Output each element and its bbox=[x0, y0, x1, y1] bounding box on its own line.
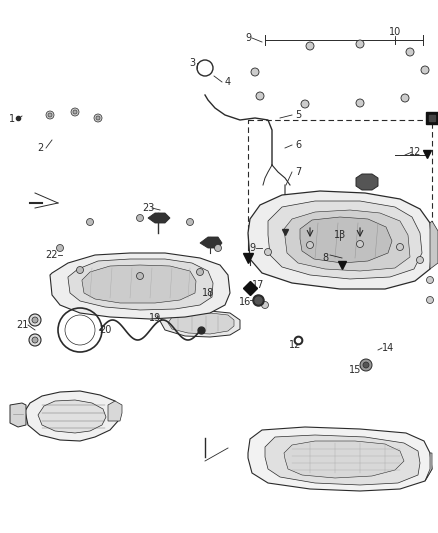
Circle shape bbox=[32, 337, 38, 343]
Text: 2: 2 bbox=[37, 143, 43, 153]
Circle shape bbox=[363, 362, 369, 368]
Circle shape bbox=[197, 269, 204, 276]
Text: 14: 14 bbox=[382, 343, 394, 353]
Text: 15: 15 bbox=[349, 365, 361, 375]
Circle shape bbox=[77, 266, 84, 273]
Circle shape bbox=[406, 48, 414, 56]
Circle shape bbox=[265, 248, 272, 255]
Circle shape bbox=[48, 113, 52, 117]
Polygon shape bbox=[356, 174, 378, 190]
Text: 11: 11 bbox=[429, 113, 438, 123]
Text: 17: 17 bbox=[252, 280, 264, 290]
Polygon shape bbox=[248, 427, 432, 491]
Circle shape bbox=[360, 359, 372, 371]
Polygon shape bbox=[268, 201, 422, 279]
Polygon shape bbox=[50, 253, 230, 319]
Circle shape bbox=[251, 68, 259, 76]
Text: 3: 3 bbox=[189, 58, 195, 68]
Circle shape bbox=[421, 66, 429, 74]
Circle shape bbox=[57, 245, 64, 252]
Circle shape bbox=[301, 100, 309, 108]
Text: 23: 23 bbox=[142, 203, 154, 213]
Circle shape bbox=[187, 219, 194, 225]
Text: 20: 20 bbox=[99, 325, 111, 335]
Text: 1: 1 bbox=[9, 114, 15, 124]
Circle shape bbox=[417, 256, 424, 263]
Text: 21: 21 bbox=[16, 320, 28, 330]
Polygon shape bbox=[108, 401, 122, 421]
Text: 9: 9 bbox=[249, 243, 255, 253]
Text: 12: 12 bbox=[289, 340, 301, 350]
Polygon shape bbox=[265, 435, 420, 485]
Circle shape bbox=[96, 116, 100, 120]
Text: 6: 6 bbox=[295, 140, 301, 150]
Polygon shape bbox=[148, 213, 170, 223]
Polygon shape bbox=[300, 217, 392, 263]
Circle shape bbox=[73, 110, 77, 114]
Polygon shape bbox=[38, 400, 106, 433]
Text: 19: 19 bbox=[149, 313, 161, 323]
Circle shape bbox=[32, 317, 38, 323]
Text: 5: 5 bbox=[295, 110, 301, 120]
Circle shape bbox=[86, 219, 93, 225]
Circle shape bbox=[71, 108, 79, 116]
Circle shape bbox=[29, 334, 41, 346]
Text: 10: 10 bbox=[389, 27, 401, 37]
Polygon shape bbox=[248, 191, 432, 289]
Circle shape bbox=[356, 40, 364, 48]
Polygon shape bbox=[82, 265, 196, 303]
Circle shape bbox=[307, 241, 314, 248]
Polygon shape bbox=[200, 237, 222, 248]
Text: 7: 7 bbox=[295, 167, 301, 177]
Text: 12: 12 bbox=[409, 147, 421, 157]
Polygon shape bbox=[425, 453, 432, 481]
Text: 18: 18 bbox=[202, 288, 214, 298]
Circle shape bbox=[256, 92, 264, 100]
Polygon shape bbox=[284, 441, 404, 478]
Circle shape bbox=[29, 314, 41, 326]
Text: 4: 4 bbox=[225, 77, 231, 87]
Polygon shape bbox=[10, 403, 26, 427]
Circle shape bbox=[306, 42, 314, 50]
Text: 13: 13 bbox=[334, 230, 346, 240]
Polygon shape bbox=[25, 391, 120, 441]
Circle shape bbox=[396, 244, 403, 251]
Circle shape bbox=[356, 99, 364, 107]
Text: 9: 9 bbox=[245, 33, 251, 43]
Circle shape bbox=[94, 114, 102, 122]
Circle shape bbox=[215, 245, 222, 252]
Polygon shape bbox=[68, 259, 213, 310]
Circle shape bbox=[427, 296, 434, 303]
Circle shape bbox=[401, 94, 409, 102]
Circle shape bbox=[137, 272, 144, 279]
Text: 22: 22 bbox=[46, 250, 58, 260]
Circle shape bbox=[46, 111, 54, 119]
Polygon shape bbox=[160, 311, 240, 337]
Polygon shape bbox=[284, 210, 410, 271]
Polygon shape bbox=[168, 313, 234, 334]
Circle shape bbox=[261, 302, 268, 309]
Circle shape bbox=[357, 240, 364, 247]
Text: 8: 8 bbox=[322, 253, 328, 263]
Circle shape bbox=[427, 277, 434, 284]
Circle shape bbox=[137, 214, 144, 222]
Text: 16: 16 bbox=[239, 297, 251, 307]
Polygon shape bbox=[430, 221, 438, 269]
